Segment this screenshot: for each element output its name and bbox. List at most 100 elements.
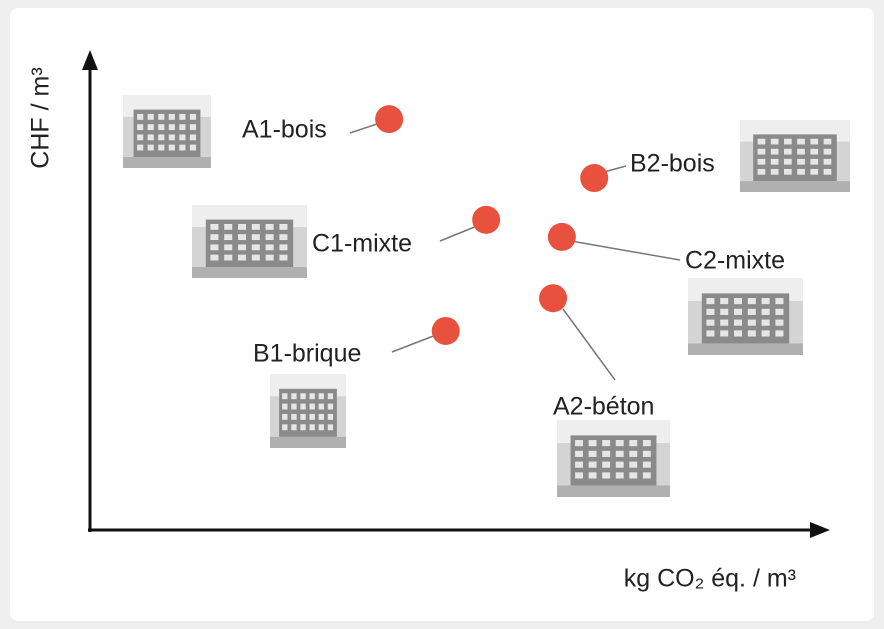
ground [192, 267, 307, 278]
window [748, 320, 756, 326]
window [734, 298, 742, 304]
window [824, 159, 832, 165]
window [210, 234, 218, 240]
window [616, 440, 624, 446]
window [291, 404, 296, 410]
window [224, 244, 232, 250]
window [758, 159, 766, 165]
point [375, 105, 403, 133]
window [310, 393, 315, 399]
window [775, 320, 783, 326]
window [602, 440, 610, 446]
window [137, 114, 143, 120]
window [771, 169, 779, 175]
window [319, 393, 324, 399]
window [758, 139, 766, 145]
window [575, 462, 583, 468]
window [748, 298, 756, 304]
window [762, 309, 770, 315]
window [748, 309, 756, 315]
window [137, 124, 143, 130]
window [589, 462, 597, 468]
point-label: C1-mixte [312, 230, 412, 258]
window [784, 169, 792, 175]
window [629, 440, 637, 446]
window [158, 114, 164, 120]
window [734, 320, 742, 326]
window [158, 134, 164, 140]
window [137, 145, 143, 151]
window [224, 224, 232, 230]
window [279, 234, 287, 240]
window [762, 330, 770, 336]
window [797, 159, 805, 165]
window [310, 424, 315, 430]
window [210, 244, 218, 250]
window [762, 320, 770, 326]
window [720, 320, 728, 326]
window [282, 414, 287, 420]
window [771, 139, 779, 145]
window [589, 472, 597, 478]
window [319, 404, 324, 410]
window [252, 234, 260, 240]
window [190, 134, 196, 140]
window [179, 114, 185, 120]
point-label: B2-bois [630, 150, 715, 178]
window [169, 145, 175, 151]
window [238, 224, 246, 230]
window [734, 330, 742, 336]
ground [270, 437, 346, 448]
window [224, 255, 232, 261]
chart: CHF / m³ kg CO₂ éq. / m³ A1-boisB2-boisC… [0, 0, 884, 629]
window [210, 224, 218, 230]
window [300, 424, 305, 430]
window [238, 244, 246, 250]
window [797, 149, 805, 155]
window [810, 149, 818, 155]
window [589, 451, 597, 457]
point-label: B1-brique [253, 340, 361, 368]
window [190, 145, 196, 151]
window [762, 298, 770, 304]
window [179, 134, 185, 140]
window [810, 169, 818, 175]
window [158, 145, 164, 151]
window [824, 139, 832, 145]
window [771, 159, 779, 165]
window [797, 169, 805, 175]
window [300, 404, 305, 410]
window [179, 124, 185, 130]
window [148, 114, 154, 120]
window [310, 414, 315, 420]
window [238, 234, 246, 240]
window [748, 330, 756, 336]
window [266, 255, 274, 261]
window [328, 393, 333, 399]
window [319, 424, 324, 430]
window [279, 244, 287, 250]
window [810, 139, 818, 145]
window [282, 424, 287, 430]
window [266, 244, 274, 250]
window [300, 414, 305, 420]
point-label: A2-béton [553, 393, 654, 421]
window [328, 414, 333, 420]
window [706, 298, 714, 304]
x-axis-label: kg CO₂ éq. / m³ [624, 565, 796, 593]
window [602, 472, 610, 478]
window [784, 139, 792, 145]
window [179, 145, 185, 151]
window [758, 169, 766, 175]
window [169, 124, 175, 130]
window [137, 134, 143, 140]
window [706, 320, 714, 326]
window [575, 451, 583, 457]
window [602, 462, 610, 468]
window [291, 393, 296, 399]
window [629, 472, 637, 478]
window [279, 224, 287, 230]
window [643, 462, 651, 468]
window [758, 149, 766, 155]
window [720, 309, 728, 315]
